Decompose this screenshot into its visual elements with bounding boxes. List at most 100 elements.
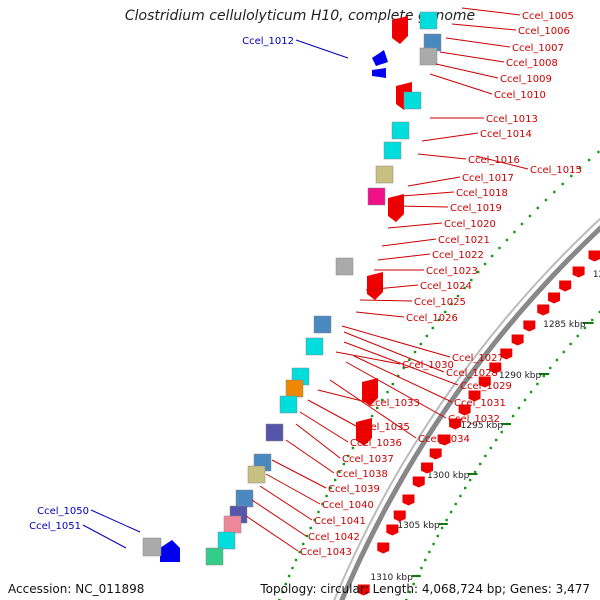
gc-skew-dot-outer (419, 342, 422, 346)
genome-summary-text: Topology: circular; Length: 4,068,724 bp… (260, 582, 590, 596)
gc-skew-dot-outer (579, 166, 582, 170)
gc-skew-dot-inner (576, 334, 579, 338)
gene-label: Ccel_1027 (452, 353, 504, 364)
gene-label: Ccel_1022 (432, 250, 484, 261)
gc-skew-dot-inner (542, 374, 545, 378)
gene-label: Ccel_1043 (300, 547, 352, 558)
gc-skew-dot-outer (325, 494, 328, 498)
gc-skew-dot-inner (420, 566, 423, 570)
gc-skew-dot-inner (440, 526, 444, 530)
gc-skew-dot-inner (432, 542, 435, 546)
cog-category-box (383, 141, 402, 160)
gene-label-leader (271, 459, 327, 489)
forward-cds-arrow (356, 418, 372, 446)
gc-skew-dot-inner (484, 454, 487, 458)
gene-label-leader (435, 63, 499, 79)
gene-label-leader (299, 411, 349, 443)
gene-label: Ccel_1010 (494, 90, 546, 101)
gene-label: Ccel_1020 (444, 219, 496, 230)
gene-label: Ccel_1029 (460, 381, 512, 392)
forward-cds-arrow (523, 320, 536, 332)
gene-label: Ccel_1006 (518, 26, 570, 37)
cog-category-box (419, 47, 438, 66)
gc-skew-dot-outer (281, 590, 284, 594)
gc-skew-dot-outer (553, 190, 556, 194)
forward-cds-arrow (458, 404, 471, 416)
gc-skew-dot-outer (402, 366, 405, 370)
forward-cds-arrow (489, 362, 502, 374)
gc-skew-dot-inner (449, 510, 453, 514)
cog-category-box (247, 465, 266, 484)
forward-cds-arrow (357, 584, 370, 596)
gc-skew-dot-outer (391, 382, 394, 386)
gc-skew-dot-inner (555, 358, 559, 362)
gene-label-leader (421, 132, 479, 142)
gene-label-leader (295, 39, 349, 59)
gc-skew-dot-inner (523, 398, 527, 402)
gc-skew-dot-outer (437, 318, 441, 322)
forward-cds-arrow (500, 348, 513, 360)
forward-cds-arrow (377, 542, 390, 554)
gc-skew-dot-outer (463, 286, 466, 290)
gene-label: Ccel_1037 (342, 454, 394, 465)
gene-label-leader (335, 351, 401, 365)
gene-label: Ccel_1012 (242, 36, 294, 47)
gene-label-leader (451, 23, 517, 31)
cog-category-box (391, 121, 410, 140)
forward-cds-arrow (421, 462, 434, 474)
gc-skew-dot-outer (456, 294, 460, 298)
gc-skew-dot-outer (570, 174, 573, 178)
gene-label: Ccel_1051 (29, 521, 81, 532)
forward-cds-arrow (362, 378, 378, 406)
gene-label-leader (429, 73, 493, 95)
gc-skew-dot-outer (588, 158, 591, 162)
scale-label: 1305 kbp (397, 521, 440, 531)
gc-skew-dot-outer (491, 254, 494, 258)
gene-label-leader (445, 37, 511, 48)
scale-label: 1290 kbp (499, 371, 542, 381)
gene-label: Ccel_1021 (438, 235, 490, 246)
gene-label: Ccel_1009 (500, 74, 552, 85)
gc-skew-dot-inner (536, 382, 539, 386)
gc-skew-dot-outer (450, 302, 453, 306)
gc-skew-dot-outer (444, 310, 447, 314)
gene-label: Ccel_1033 (368, 398, 420, 409)
reverse-cds-arrow (372, 50, 388, 66)
gc-skew-dot-inner (428, 550, 431, 554)
gc-skew-dot-inner (445, 518, 448, 522)
gc-skew-dot-outer (536, 206, 539, 210)
gc-skew-dot-outer (298, 550, 301, 554)
map-title: Clostridium cellulolyticum H10, complete… (124, 8, 476, 24)
scale-label: 1285 kbp (543, 320, 586, 330)
gene-label-leader (381, 238, 437, 247)
gc-skew-dot-outer (321, 502, 324, 506)
gene-label: Ccel_1034 (418, 434, 470, 445)
cog-category-box (217, 531, 236, 550)
forward-cds-arrow (572, 266, 585, 278)
gene-label: Ccel_1041 (314, 516, 366, 527)
gc-skew-dot-outer (329, 486, 332, 490)
gene-label-leader (82, 524, 127, 549)
gene-label: Ccel_1015 (530, 165, 582, 176)
gc-skew-dot-outer (284, 582, 287, 586)
gc-skew-dot-outer (513, 230, 516, 234)
gc-skew-dot-inner (598, 310, 600, 314)
gc-skew-dot-outer (544, 198, 548, 202)
gene-label-leader (307, 399, 357, 427)
gc-skew-dot-outer (498, 246, 501, 250)
cog-category-box (313, 315, 332, 334)
forward-cds-arrow (438, 434, 451, 446)
cog-category-box (419, 11, 438, 30)
gc-skew-dot-outer (528, 214, 532, 218)
gene-label-leader (461, 7, 521, 16)
gene-label-leader (285, 439, 335, 474)
gc-skew-dot-inner (511, 414, 515, 418)
gene-label: Ccel_1039 (328, 484, 380, 495)
gc-skew-dot-outer (313, 518, 316, 522)
gene-label: Ccel_1035 (358, 422, 410, 433)
gene-label-leader (395, 205, 449, 208)
gc-skew-dot-inner (464, 486, 467, 490)
accession-text: Accession: NC_011898 (8, 582, 145, 596)
gc-skew-dot-outer (431, 326, 434, 330)
gene-label: Ccel_1032 (448, 414, 500, 425)
